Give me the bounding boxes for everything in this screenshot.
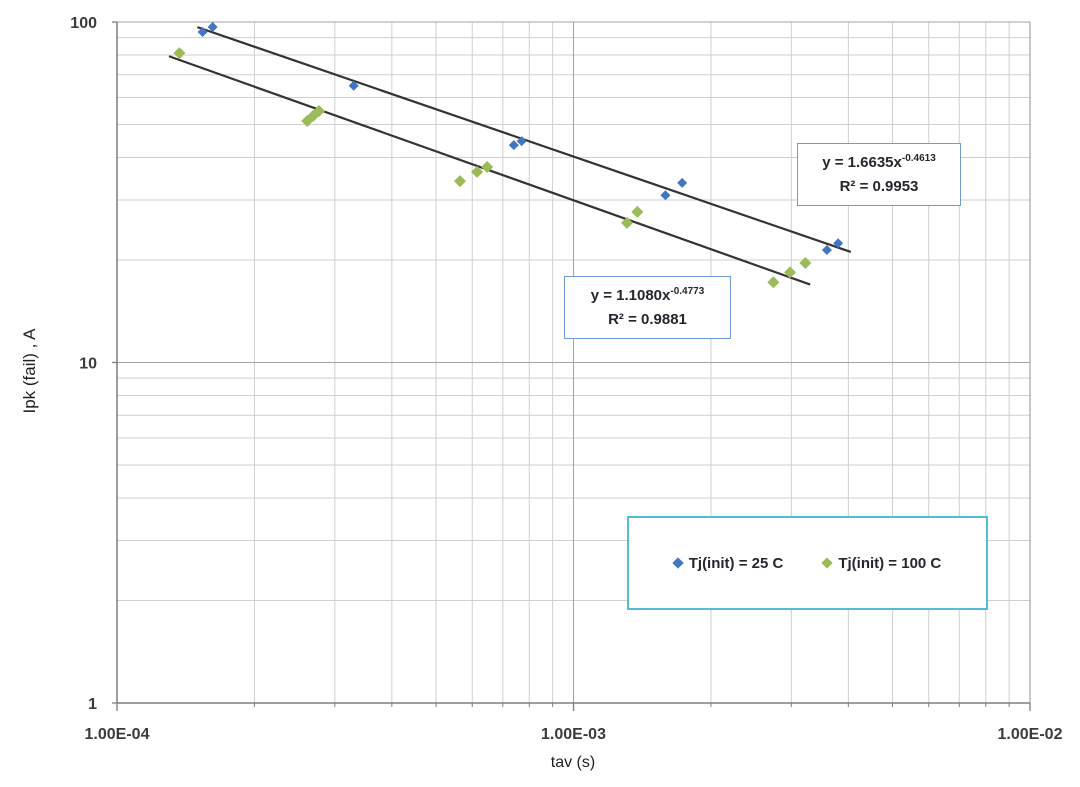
legend-label-25c: Tj(init) = 25 C — [688, 554, 784, 572]
data-point-25c — [516, 136, 527, 147]
diamond-marker-icon — [672, 557, 684, 569]
data-point-100c — [783, 266, 796, 279]
trendline-equation-25c: y = 1.6635x-0.4613 — [822, 151, 936, 174]
diamond-marker-icon — [821, 557, 833, 569]
data-point-100c — [481, 161, 494, 174]
data-point-100c — [799, 256, 812, 269]
data-point-25c — [508, 140, 519, 151]
x-tick-label: 1.00E-04 — [85, 726, 150, 743]
equation-exponent-25c: -0.4613 — [901, 153, 936, 165]
data-point-100c — [621, 216, 634, 229]
legend: Tj(init) = 25 C Tj(init) = 100 C — [627, 516, 988, 610]
data-point-100c — [471, 165, 484, 178]
data-point-100c — [767, 276, 780, 289]
equation-exponent-100c: -0.4773 — [670, 286, 705, 298]
r-squared-25c: R² = 0.9953 — [839, 177, 919, 195]
x-tick-label: 1.00E-03 — [541, 726, 606, 743]
x-tick-label: 1.00E-02 — [998, 726, 1063, 743]
y-tick-label: 10 — [79, 356, 97, 373]
data-point-100c — [173, 47, 186, 60]
equation-text-25c: y = 1.6635x — [822, 154, 902, 172]
data-point-100c — [312, 104, 325, 117]
trendline-equation-box-25c: y = 1.6635x-0.4613 R² = 0.9953 — [797, 143, 961, 206]
y-tick-label: 100 — [70, 15, 97, 32]
data-point-25c — [207, 21, 218, 32]
data-point-100c — [631, 205, 644, 218]
data-point-25c — [677, 177, 688, 188]
x-axis-title: tav (s) — [550, 754, 596, 771]
data-point-100c — [453, 175, 466, 188]
data-point-25c — [821, 244, 832, 255]
legend-item-25c: Tj(init) = 25 C — [672, 554, 784, 572]
data-point-25c — [660, 190, 671, 201]
trendline-equation-100c: y = 1.1080x-0.4773 — [591, 284, 705, 307]
data-point-25c — [348, 80, 359, 91]
trendline-equation-box-100c: y = 1.1080x-0.4773 R² = 0.9881 — [564, 276, 731, 339]
r-squared-100c: R² = 0.9881 — [608, 310, 687, 328]
y-axis-title: Ipk (fail) , A — [20, 328, 39, 414]
equation-text-100c: y = 1.1080x — [590, 287, 671, 305]
y-tick-label: 1 — [88, 696, 97, 713]
data-point-25c — [197, 26, 208, 37]
legend-label-100c: Tj(init) = 100 C — [838, 554, 942, 572]
data-point-25c — [833, 238, 844, 249]
legend-item-100c: Tj(init) = 100 C — [821, 554, 942, 572]
